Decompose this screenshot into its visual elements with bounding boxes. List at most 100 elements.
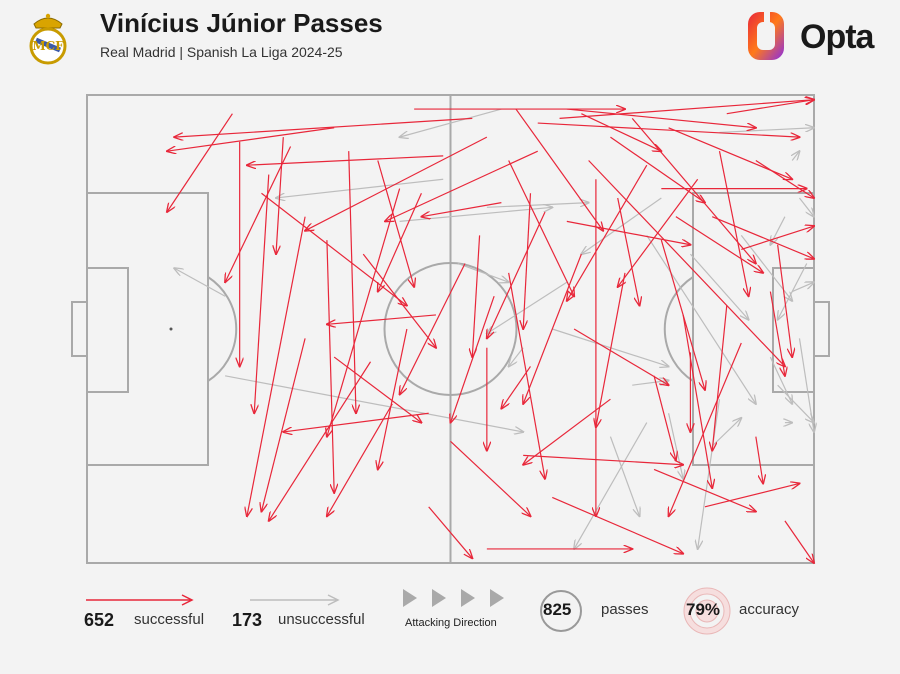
unsuccessful-pass-arrow bbox=[276, 178, 444, 198]
unsuccessful-pass-arrow bbox=[487, 281, 568, 333]
unsuccessful-pass-arrow bbox=[798, 197, 814, 217]
accuracy-target-icon bbox=[683, 587, 731, 635]
successful-pass-arrow bbox=[174, 117, 473, 137]
successful-pass-arrow bbox=[675, 216, 763, 273]
unsuccessful-pass-arrow bbox=[646, 235, 756, 403]
unsuccessful-pass-arrow bbox=[609, 436, 639, 517]
successful-pass-arrow bbox=[523, 454, 683, 464]
unsuccessful-pass-arrow bbox=[457, 262, 509, 282]
header: MCF Vinícius Júnior Passes Real Madrid |… bbox=[0, 0, 900, 80]
successful-pass-arrow bbox=[567, 164, 648, 301]
successful-pass-arrow bbox=[726, 100, 814, 115]
unsuccessful-pass-arrow bbox=[400, 108, 502, 137]
successful-pass-arrow bbox=[378, 328, 408, 469]
unsuccessful-pass-arrow bbox=[719, 128, 814, 134]
unsuccessful-pass-arrow bbox=[632, 380, 668, 386]
successful-pass-arrow bbox=[385, 150, 538, 221]
unsuccessful-pass-arrow bbox=[689, 253, 748, 320]
attacking-direction-label: Attacking Direction bbox=[405, 617, 497, 629]
successful-pass-arrow bbox=[573, 328, 669, 385]
successful-pass-arrow bbox=[566, 108, 756, 128]
unsuccessful-pass-arrow bbox=[581, 197, 662, 254]
successful-pass-arrow bbox=[653, 468, 756, 511]
unsuccessful-pass-arrow bbox=[509, 347, 524, 367]
successful-pass-arrow bbox=[559, 100, 814, 119]
unsuccessful-pass-arrow bbox=[791, 282, 814, 293]
right-goal bbox=[813, 301, 830, 357]
successful-pass-arrow bbox=[501, 366, 531, 408]
successful-pass-arrow bbox=[508, 272, 545, 479]
successful-pass-arrow bbox=[327, 188, 401, 437]
successful-pass-arrow bbox=[711, 216, 814, 259]
unsuccessful-pass-arrow bbox=[792, 151, 799, 161]
successful-pass-arrow bbox=[305, 136, 488, 231]
successful-pass-arrow bbox=[777, 244, 793, 357]
attacking-direction-icon bbox=[403, 589, 504, 607]
successful-pass-arrow bbox=[283, 412, 429, 432]
successful-pass-arrow bbox=[523, 398, 611, 465]
successful-pass-arrow bbox=[333, 356, 421, 423]
left-six-yard-box bbox=[86, 267, 129, 393]
right-penalty-arc bbox=[663, 276, 694, 382]
successful-pass-arrow bbox=[247, 216, 306, 517]
right-six-yard-box bbox=[772, 267, 815, 393]
successful-pass-arrow bbox=[348, 151, 356, 413]
svg-text:MCF: MCF bbox=[32, 39, 64, 53]
successful-pass-arrow bbox=[451, 296, 495, 422]
unsuccessful-pass-arrow bbox=[174, 268, 226, 297]
passes-total: 825 bbox=[543, 600, 572, 619]
successful-pass-arrow bbox=[682, 314, 712, 488]
successful-pass-arrow bbox=[523, 253, 582, 404]
successful-pass-arrow bbox=[421, 202, 502, 217]
successful-pass-arrow bbox=[741, 226, 814, 251]
opta-wordmark: Opta bbox=[800, 18, 874, 56]
successful-pass-arrow bbox=[261, 192, 406, 305]
left-penalty-area bbox=[86, 192, 209, 466]
successful-pass-arrow bbox=[327, 403, 393, 516]
unsuccessful-label: unsuccessful bbox=[278, 611, 365, 628]
successful-pass-arrow bbox=[400, 263, 466, 394]
pitch-outline bbox=[71, 94, 830, 564]
successful-count: 652 bbox=[84, 610, 115, 630]
successful-pass-arrow bbox=[487, 211, 546, 338]
successful-pass-arrow bbox=[508, 160, 574, 297]
center-circle bbox=[383, 262, 518, 396]
unsuccessful-pass-arrow bbox=[486, 203, 589, 208]
successful-pass-arrow bbox=[523, 193, 532, 329]
unsuccessful-count: 173 bbox=[232, 610, 263, 630]
opta-logo: Opta bbox=[742, 8, 892, 64]
page-title: Vinícius Júnior Passes bbox=[100, 8, 383, 38]
successful-pass-arrow bbox=[653, 375, 676, 460]
passes-circle-icon bbox=[540, 590, 582, 632]
successful-pass-arrow bbox=[167, 113, 233, 212]
successful-pass-arrow bbox=[362, 253, 436, 348]
left-penalty-arc bbox=[207, 276, 238, 382]
unsuccessful-pass-arrow bbox=[668, 413, 684, 479]
successful-pass-arrow bbox=[377, 160, 414, 287]
unsuccessful-pass-arrow bbox=[777, 384, 814, 422]
successful-pass-arrow bbox=[537, 122, 800, 137]
accuracy-label: accuracy bbox=[739, 601, 800, 618]
successful-pass-arrow bbox=[784, 520, 814, 563]
successful-pass-arrow bbox=[515, 108, 603, 231]
penalty-spot bbox=[169, 327, 173, 331]
successful-label: successful bbox=[134, 611, 205, 628]
successful-pass-arrow bbox=[247, 155, 444, 165]
passes-label: passes bbox=[601, 601, 649, 618]
successful-pass-arrow bbox=[718, 151, 748, 296]
unsuccessful-pass-arrow bbox=[798, 338, 814, 432]
real-madrid-crest-icon: MCF bbox=[29, 13, 67, 65]
successful-pass-arrow bbox=[712, 305, 728, 451]
successful-pass-arrow bbox=[472, 235, 481, 357]
successful-pass-arrow bbox=[581, 113, 661, 151]
legend: 652 successful 173 unsuccessful Attackin… bbox=[0, 580, 900, 674]
successful-pass-arrow bbox=[269, 361, 372, 521]
successful-pass-arrow bbox=[276, 137, 284, 254]
unsuccessful-pass-arrow bbox=[698, 399, 721, 549]
successful-pass-arrow bbox=[225, 146, 292, 282]
successful-pass-arrow bbox=[669, 342, 742, 516]
successful-pass-arrow bbox=[755, 436, 763, 484]
successful-pass-arrow bbox=[631, 118, 756, 263]
unsuccessful-pass-arrow bbox=[711, 418, 741, 447]
successful-pass-arrow bbox=[428, 506, 473, 558]
